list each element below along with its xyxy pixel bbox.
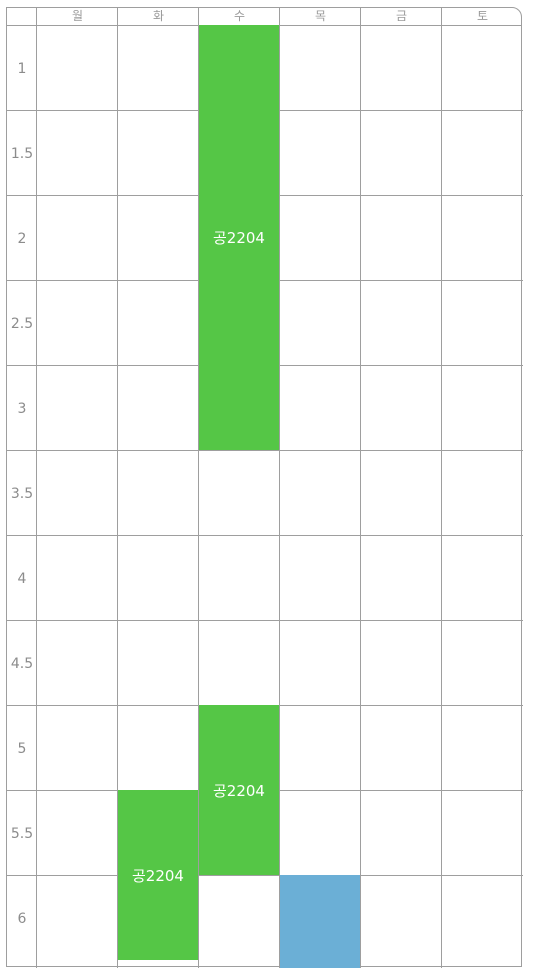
time-label: 3: [17, 401, 27, 417]
time-label: 5: [17, 741, 27, 757]
time-label: 2: [17, 231, 27, 247]
day-header-tue: 화: [152, 9, 165, 23]
class-block-wed-afternoon[interactable]: 공2204: [199, 705, 279, 875]
class-block-label: 공2204: [213, 781, 265, 800]
grid-line: [36, 8, 37, 968]
time-label: 2.5: [10, 316, 34, 332]
grid-line: [7, 875, 523, 876]
timetable-grid: 월 화 수 목 금 토 1 1.5 2 2.5 3 3.5 4 4.5 5 5.…: [6, 7, 523, 968]
class-block-label: 공2204: [213, 229, 265, 247]
time-label: 1: [17, 61, 27, 77]
grid-line: [7, 450, 523, 451]
class-block-thu[interactable]: [280, 875, 360, 968]
day-header-wed: 수: [233, 9, 246, 23]
class-block-label: 공2204: [132, 866, 184, 885]
grid-line: [7, 535, 523, 536]
time-label: 4.5: [10, 656, 34, 672]
grid-line: [7, 620, 523, 621]
grid-line: [441, 8, 442, 968]
day-header-mon: 월: [71, 9, 84, 23]
time-label: 6: [17, 911, 27, 927]
class-block-wed-morning[interactable]: 공2204: [199, 25, 279, 450]
day-header-row: 월 화 수 목 금 토: [7, 8, 521, 26]
day-header-sat: 토: [476, 9, 489, 23]
time-label: 4: [17, 571, 27, 587]
time-label: 1.5: [10, 146, 34, 162]
day-header-fri: 금: [395, 9, 408, 23]
class-block-tue[interactable]: 공2204: [118, 790, 198, 960]
grid-line: [117, 8, 118, 968]
time-label: 5.5: [10, 826, 34, 842]
grid-line: [360, 8, 361, 968]
grid-line: [279, 8, 280, 968]
time-label: 3.5: [10, 486, 34, 502]
day-header-thu: 목: [314, 9, 327, 23]
grid-line: [198, 8, 199, 968]
